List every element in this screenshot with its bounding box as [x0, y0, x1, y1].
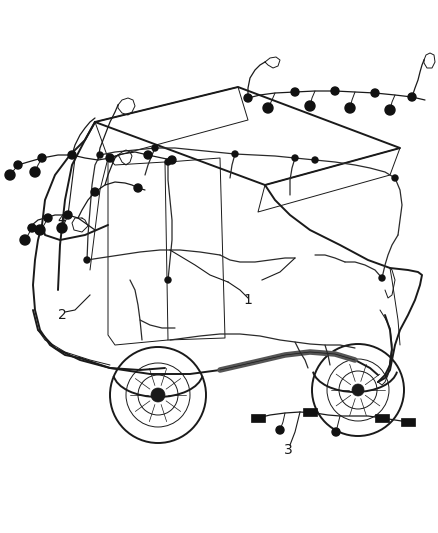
Circle shape — [68, 151, 76, 159]
Circle shape — [151, 388, 165, 402]
Circle shape — [332, 428, 340, 436]
Circle shape — [371, 89, 379, 97]
Circle shape — [91, 188, 99, 196]
Text: 1: 1 — [244, 293, 252, 307]
Circle shape — [20, 235, 30, 245]
Text: 2: 2 — [58, 308, 67, 322]
Circle shape — [305, 101, 315, 111]
Circle shape — [57, 223, 67, 233]
Circle shape — [84, 257, 90, 263]
Circle shape — [291, 88, 299, 96]
Circle shape — [14, 161, 22, 169]
Circle shape — [244, 94, 252, 102]
Circle shape — [379, 275, 385, 281]
Bar — [375, 414, 389, 422]
Circle shape — [385, 105, 395, 115]
Circle shape — [345, 103, 355, 113]
Circle shape — [408, 93, 416, 101]
Circle shape — [134, 184, 142, 192]
Circle shape — [30, 167, 40, 177]
Circle shape — [168, 156, 176, 164]
Text: 4: 4 — [58, 213, 67, 227]
Circle shape — [106, 154, 114, 162]
Circle shape — [152, 145, 158, 151]
Circle shape — [263, 103, 273, 113]
Circle shape — [144, 151, 152, 159]
Circle shape — [5, 170, 15, 180]
Circle shape — [165, 277, 171, 283]
Circle shape — [28, 224, 36, 232]
Circle shape — [331, 87, 339, 95]
Circle shape — [64, 211, 72, 219]
Circle shape — [35, 225, 45, 235]
Circle shape — [292, 155, 298, 161]
Circle shape — [352, 384, 364, 396]
Circle shape — [392, 175, 398, 181]
Bar — [251, 414, 265, 422]
Circle shape — [97, 152, 103, 158]
Circle shape — [38, 154, 46, 162]
Circle shape — [232, 151, 238, 157]
Bar — [303, 408, 317, 416]
Circle shape — [44, 214, 52, 222]
Circle shape — [312, 157, 318, 163]
Bar — [401, 418, 415, 426]
Circle shape — [165, 159, 171, 165]
Text: 3: 3 — [284, 443, 293, 457]
Circle shape — [276, 426, 284, 434]
